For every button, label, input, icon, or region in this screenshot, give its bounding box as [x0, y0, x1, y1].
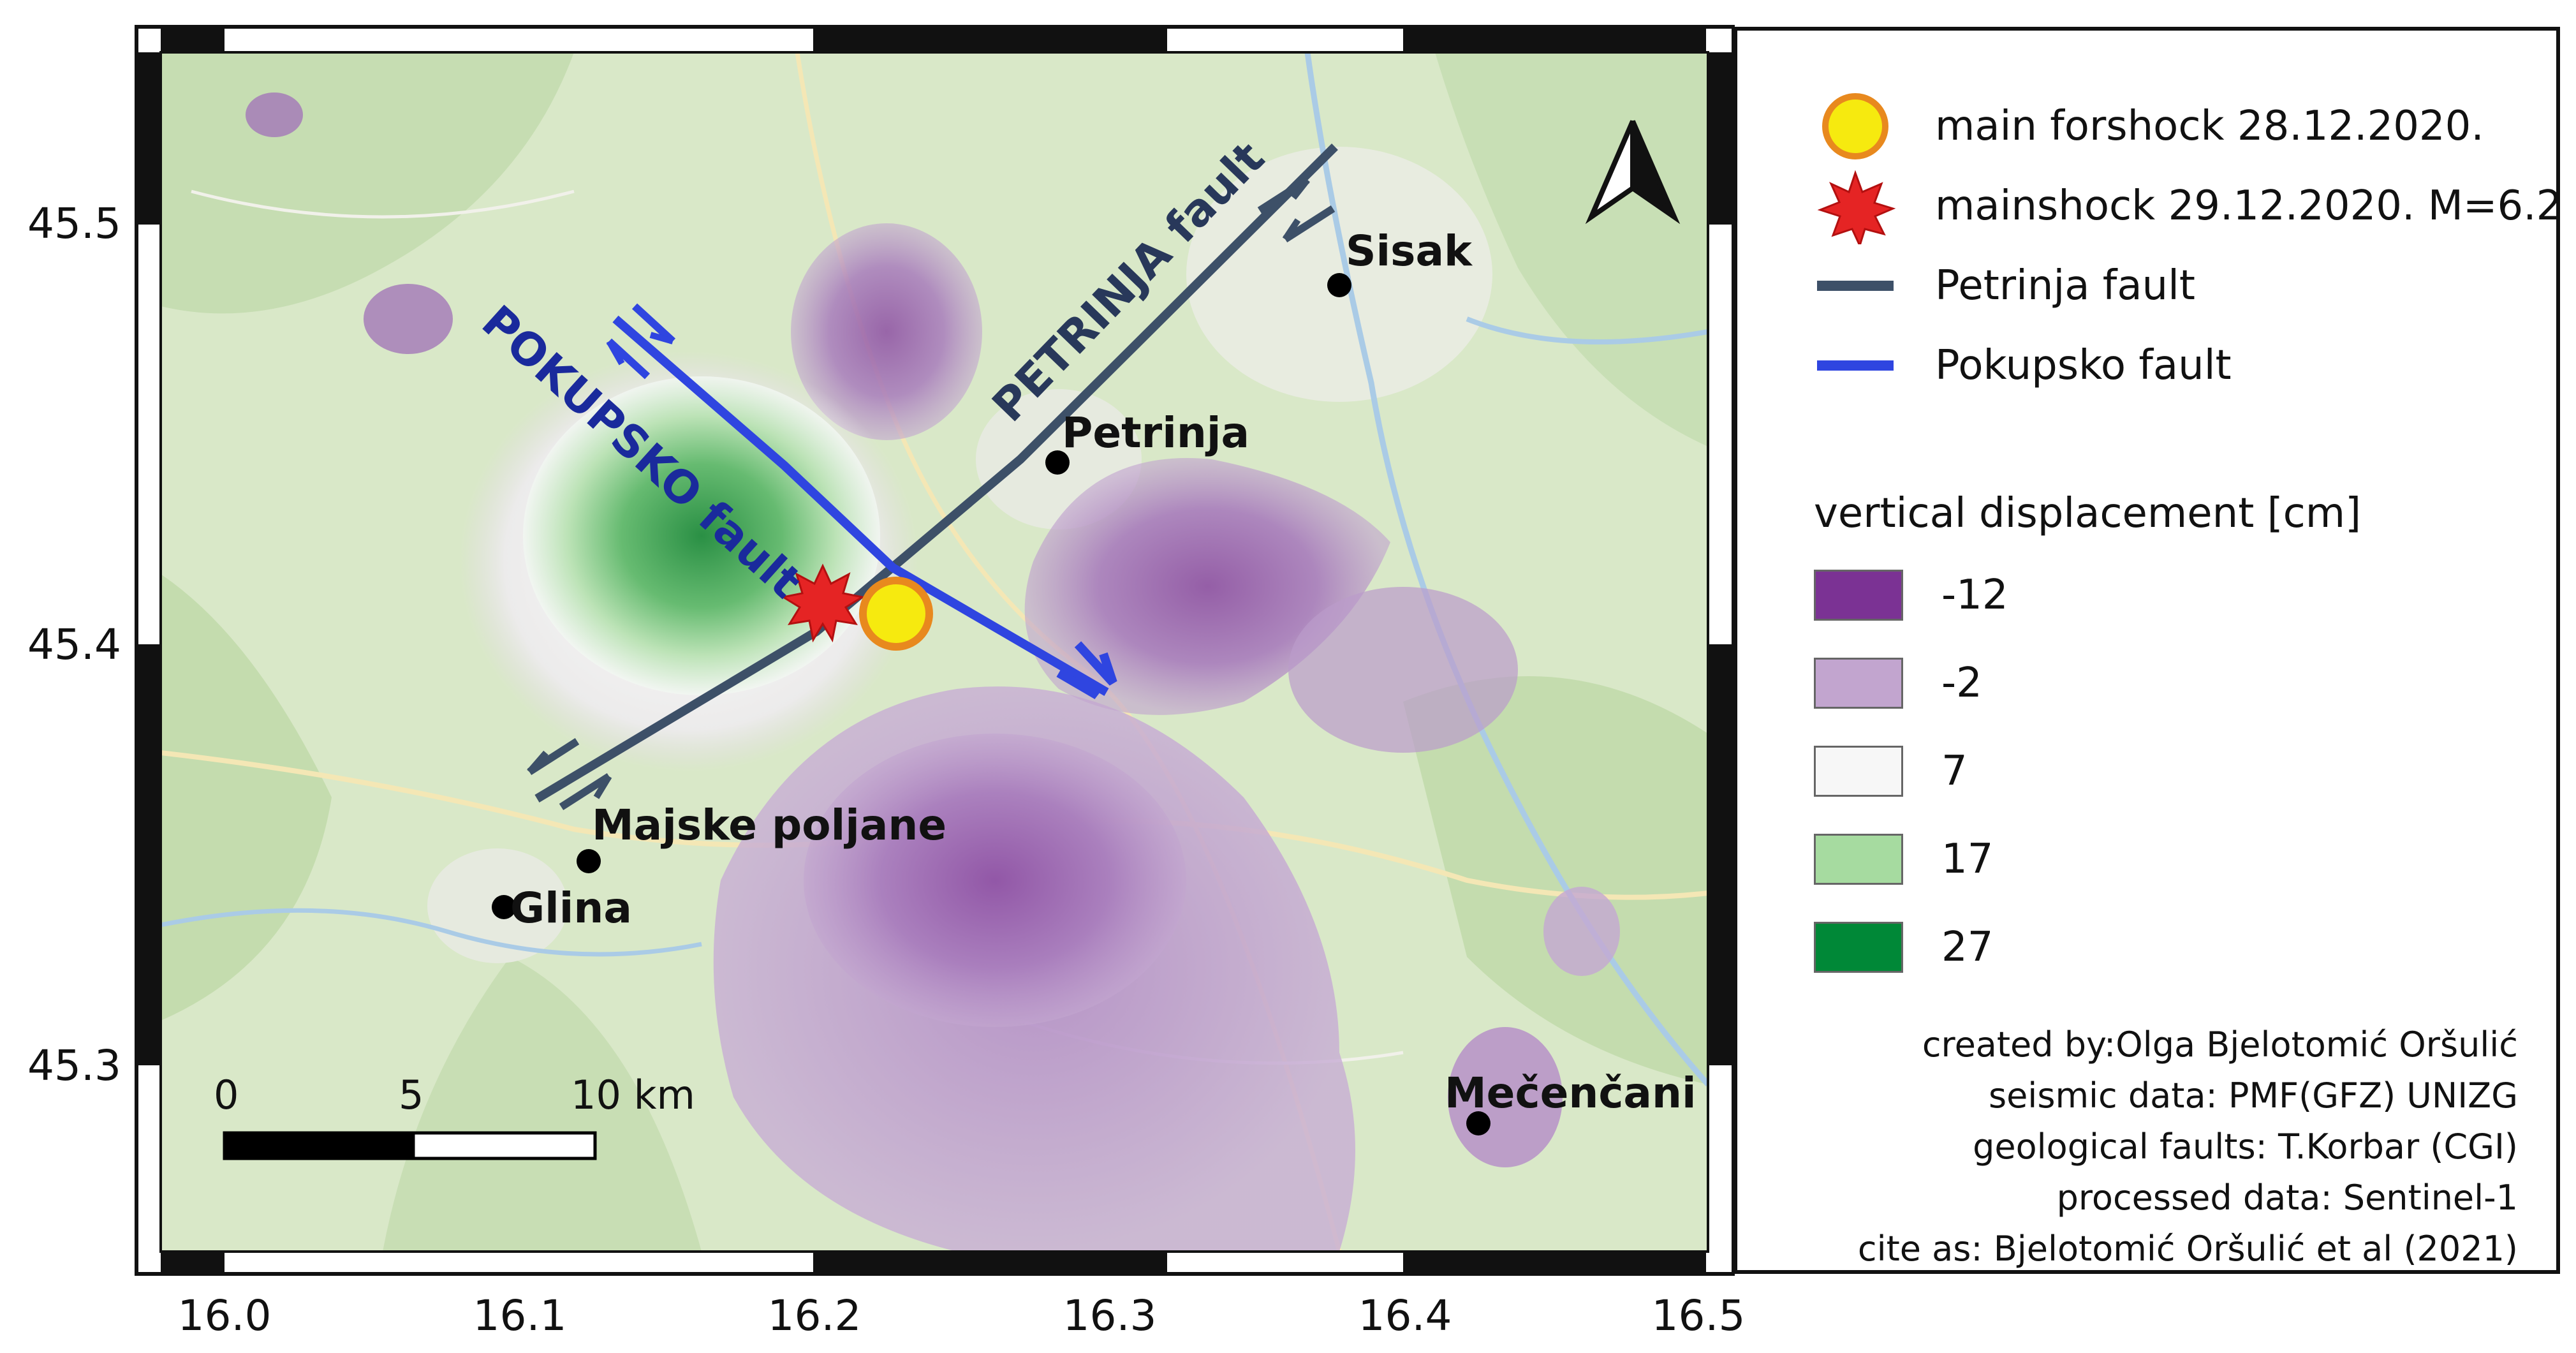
legend-class: 17: [1814, 834, 1993, 885]
place-label-glina: Glina: [510, 884, 632, 933]
place-label-sisak: Sisak: [1346, 226, 1472, 276]
x-tick-label: 16.0: [177, 1291, 272, 1340]
petrinja-fault-line: [527, 144, 1338, 811]
credit-line: created by:Olga Bjelotomić Oršulić: [1922, 1024, 2518, 1065]
class-label: -12: [1941, 572, 2008, 619]
scale-label-10km: 10 km: [571, 1072, 695, 1118]
credit-line: processed data: Sentinel-1: [2056, 1178, 2518, 1218]
class-label: -2: [1941, 660, 1982, 707]
x-tick-label: 16.5: [1651, 1291, 1746, 1340]
legend-item-forshock: main forshock 28.12.2020.: [1814, 88, 2484, 165]
class-label: 27: [1941, 924, 1994, 971]
x-tick-label: 16.1: [473, 1291, 567, 1340]
place-label-majske-poljane: Majske poljane: [592, 801, 947, 850]
class-label: 7: [1941, 748, 1968, 795]
displacement-field: [246, 92, 1620, 1252]
class-label: 17: [1941, 836, 1994, 883]
credit-line: geological faults: T.Korbar (CGI): [1973, 1127, 2518, 1167]
x-tick-label: 16.4: [1358, 1291, 1452, 1340]
scale-label-5: 5: [399, 1072, 424, 1118]
basemap: [161, 52, 1708, 1252]
legend-item-petrinja-fault: Petrinja fault: [1814, 248, 2195, 324]
forshock-circle-icon: [1822, 93, 1888, 159]
legend-class: -2: [1814, 658, 1982, 709]
y-tick-label: 45.5: [27, 199, 121, 248]
legend-label: mainshock 29.12.2020. M=6.2: [1935, 182, 2563, 230]
legend-item-mainshock: mainshock 29.12.2020. M=6.2: [1814, 168, 2562, 244]
legend-label: Pokupsko fault: [1935, 342, 2232, 389]
pokupsko-fault-swatch: [1817, 360, 1894, 371]
legend-item-pokupsko-fault: Pokupsko fault: [1814, 327, 2232, 404]
x-tick-label: 16.2: [767, 1291, 862, 1340]
credit-line: seismic data: PMF(GFZ) UNIZG: [1988, 1076, 2518, 1116]
color-swatch: [1814, 922, 1903, 973]
legend-label: Petrinja fault: [1935, 262, 2195, 309]
legend-class: 7: [1814, 746, 1968, 797]
legend-displacement-title: vertical displacement [cm]: [1814, 490, 2362, 537]
color-swatch: [1814, 834, 1903, 885]
legend-panel: main forshock 28.12.2020. mainshock 29.1…: [1733, 27, 2562, 1275]
credits-block: created by:Olga Bjelotomić Oršulić seism…: [1858, 1019, 2518, 1275]
scale-bar: [223, 1131, 597, 1160]
place-label-mecencani: Mečenčani: [1445, 1068, 1696, 1118]
x-tick-label: 16.3: [1063, 1291, 1157, 1340]
legend-class: -12: [1814, 570, 2008, 621]
color-swatch: [1814, 658, 1903, 709]
legend-label: main forshock 28.12.2020.: [1935, 103, 2484, 150]
mainshock-star-icon: [1817, 170, 1896, 244]
petrinja-fault-swatch: [1817, 281, 1894, 291]
place-markers: [492, 273, 1490, 1135]
color-swatch: [1814, 746, 1903, 797]
forshock-circle-icon: [859, 577, 933, 651]
legend-class: 27: [1814, 922, 1993, 973]
scale-label-0: 0: [214, 1072, 239, 1118]
north-arrow-icon: [1585, 120, 1681, 225]
map-frame: [135, 25, 1735, 1276]
y-tick-label: 45.4: [27, 620, 121, 669]
pokupsko-fault-line: [606, 303, 1117, 700]
mainshock-star-icon: [780, 563, 865, 643]
map-canvas: [135, 25, 1735, 1276]
credit-line: cite as: Bjelotomić Oršulić et al (2021): [1857, 1229, 2518, 1269]
y-tick-label: 45.3: [27, 1041, 121, 1090]
color-swatch: [1814, 570, 1903, 621]
place-label-petrinja: Petrinja: [1062, 408, 1250, 457]
